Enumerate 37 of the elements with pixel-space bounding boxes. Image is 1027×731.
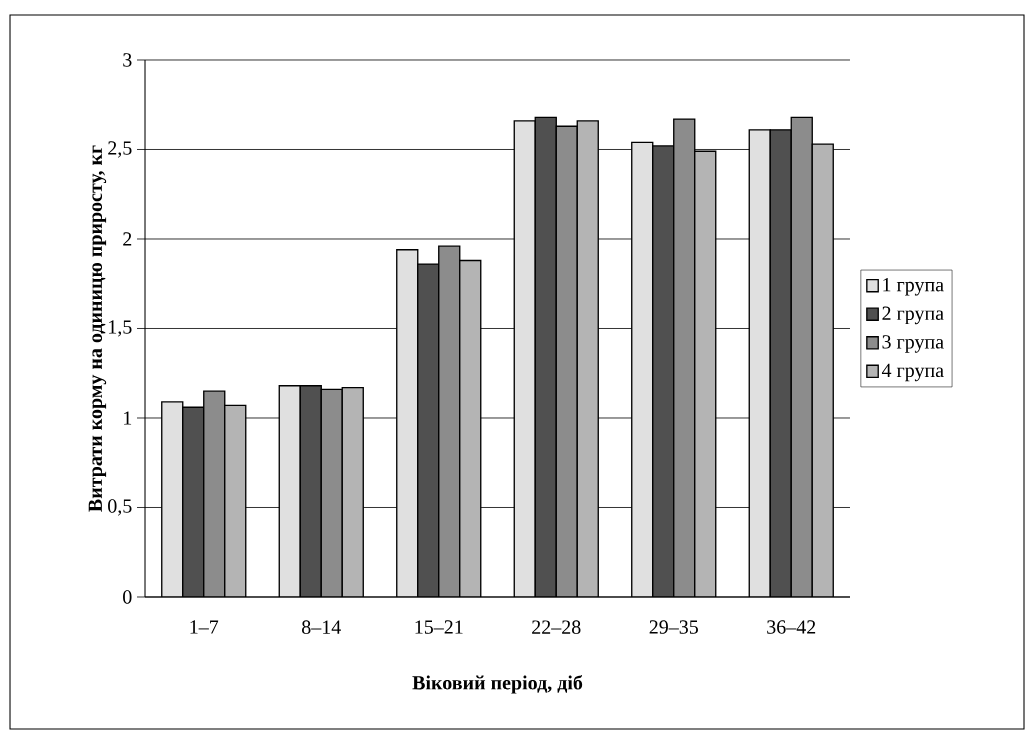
bar (811, 143, 834, 597)
bar (673, 118, 696, 597)
y-tick-label: 3 (123, 53, 132, 67)
bar (161, 401, 184, 597)
x-tick-label: 29–35 (649, 620, 698, 634)
x-tick-label: 36–42 (767, 620, 816, 634)
bar (224, 404, 247, 597)
bar (631, 141, 654, 597)
x-tick-label: 15–21 (415, 620, 463, 634)
y-tick-label: 0,5 (108, 499, 132, 516)
y-tick-label: 0 (123, 590, 132, 604)
bar (438, 245, 461, 597)
legend-label: 1 група (883, 278, 944, 296)
bar (576, 120, 599, 597)
y-axis-title: Витрати корму на одиницю приросту, кг (88, 145, 107, 512)
x-tick-label: 22–28 (532, 620, 581, 634)
legend-label: 3 група (882, 335, 944, 353)
bar (459, 259, 482, 597)
y-tick-label: 2,5 (108, 141, 132, 158)
bar (748, 129, 771, 597)
bar (278, 385, 301, 597)
bar (694, 150, 717, 597)
y-tick-label: 1,5 (109, 320, 132, 337)
bar (341, 386, 364, 597)
bar (790, 116, 813, 597)
bar (203, 390, 226, 597)
legend-label: 4 група (881, 363, 944, 382)
bar (396, 249, 419, 597)
bar (555, 125, 578, 597)
bar (513, 120, 536, 597)
x-tick-label: 8–14 (302, 620, 341, 634)
x-axis-title: Віковий період, діб (412, 675, 583, 694)
x-tick-label: 1–7 (190, 620, 219, 634)
legend-label: 2 група (882, 306, 944, 325)
bar (320, 388, 343, 597)
y-tick-label: 2 (123, 232, 132, 246)
y-tick-label: 1 (124, 411, 132, 425)
